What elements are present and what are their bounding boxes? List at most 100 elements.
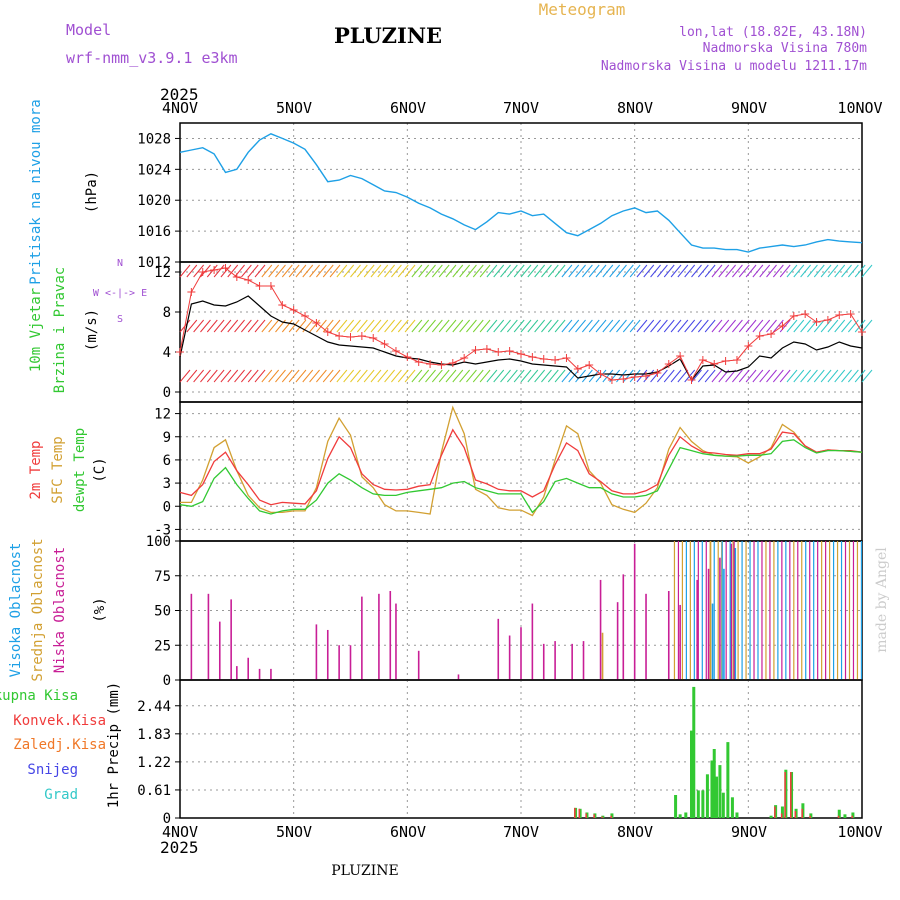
wind-barb: [834, 369, 846, 383]
wind-unit: (m/s): [84, 309, 100, 351]
wind-barb: [636, 319, 648, 333]
wind-barb: [575, 369, 586, 383]
wind-barb: [213, 319, 225, 333]
wind-barb: [466, 369, 477, 383]
wind-barb: [725, 319, 736, 333]
y-tick-label: 12: [154, 265, 171, 281]
wind-barb: [336, 264, 348, 278]
gust-marker: [437, 361, 446, 369]
gust-marker: [289, 306, 298, 314]
wind-barb: [766, 369, 777, 383]
wind-barb: [670, 264, 682, 278]
gust-marker: [823, 316, 832, 324]
gust-marker: [369, 334, 378, 342]
wind-barb: [288, 264, 300, 278]
wind-barb: [425, 369, 436, 383]
wind-barb: [670, 369, 682, 383]
total-precip-bar: [715, 776, 719, 818]
wind-barb: [725, 264, 736, 278]
gust-marker: [403, 353, 412, 361]
wind-barb: [827, 369, 839, 383]
wind-barb: [841, 369, 852, 383]
gust-marker: [687, 376, 696, 384]
wind-barb: [602, 264, 614, 278]
wind-barb: [261, 319, 273, 333]
wind-barb: [711, 319, 723, 333]
wind-barb: [261, 264, 273, 278]
wind-barb: [520, 369, 532, 383]
wind-barb: [384, 319, 395, 333]
frz-precip-legend: Zaledj.Kisa: [13, 737, 106, 753]
precip-unit: 1hr Precip (mm): [106, 682, 122, 808]
y-tick-label: 6: [163, 453, 171, 469]
wind-barb: [384, 264, 395, 278]
wind-barb: [493, 319, 505, 333]
gust-marker: [664, 360, 673, 368]
conv-precip-bar: [837, 815, 840, 818]
wind-barb: [684, 264, 696, 278]
pressure-unit: (hPa): [84, 171, 100, 213]
wind-barb: [588, 264, 600, 278]
wind-barb: [520, 264, 532, 278]
gust-marker: [789, 312, 798, 320]
wind-barb: [677, 319, 689, 333]
total-precip-bar: [718, 765, 722, 818]
gust-marker: [767, 330, 776, 338]
wind-barb: [854, 319, 866, 333]
snow-legend: Snijeg: [27, 762, 78, 778]
gust-marker: [642, 372, 651, 380]
gust-marker: [312, 319, 321, 327]
wind-barb: [356, 319, 368, 333]
wind-barb: [254, 264, 266, 278]
wind-barb: [329, 369, 341, 383]
total-precip-bar: [690, 730, 693, 818]
wind-barb: [431, 319, 443, 333]
wind-barb: [602, 369, 614, 383]
x-tick-label-top: 10NOV: [837, 99, 882, 117]
wind-barb: [295, 319, 307, 333]
wind-barb: [779, 264, 791, 278]
wind-barb: [438, 319, 450, 333]
wind-barb: [200, 264, 211, 278]
wind-barb: [466, 264, 477, 278]
wind-barb: [616, 369, 627, 383]
y-tick-label: 1.22: [137, 755, 171, 771]
wind-barb: [213, 264, 225, 278]
wind-barb: [847, 319, 859, 333]
wind-barb: [391, 369, 402, 383]
wind-barb: [650, 264, 661, 278]
wind-barb: [500, 264, 511, 278]
wind-barb: [275, 369, 286, 383]
wind-barb: [663, 264, 675, 278]
total-precip-bar: [692, 686, 696, 818]
gust-marker: [653, 369, 662, 377]
wind-barb: [786, 319, 798, 333]
x-tick-label-bottom: 7NOV: [503, 823, 539, 841]
wind-barb: [534, 264, 546, 278]
wind-barb: [847, 369, 859, 383]
wind-barb: [772, 319, 784, 333]
wind-barb: [595, 319, 607, 333]
wind-barb: [506, 319, 518, 333]
wind-barb: [356, 264, 368, 278]
y-tick-label: 2.44: [137, 699, 171, 715]
wind-barb: [472, 264, 484, 278]
total-precip-bar: [851, 812, 855, 818]
y-tick-label: 1016: [137, 224, 171, 240]
wind-barb: [513, 264, 525, 278]
gust-marker: [539, 355, 548, 363]
gust-marker: [630, 373, 639, 381]
gust-marker: [710, 360, 719, 368]
total-precip-bar: [674, 795, 678, 818]
gust-marker: [357, 332, 366, 340]
conv-precip-bar: [809, 815, 811, 818]
total-precip-bar: [780, 806, 784, 818]
wind-barb: [391, 264, 402, 278]
wind-barb: [227, 369, 239, 383]
total-precip-bar: [769, 815, 773, 818]
wind-barb: [861, 369, 873, 383]
wind-barb: [452, 319, 464, 333]
wind-barb: [622, 319, 634, 333]
wind-barb: [752, 369, 764, 383]
wind-barb: [486, 319, 498, 333]
